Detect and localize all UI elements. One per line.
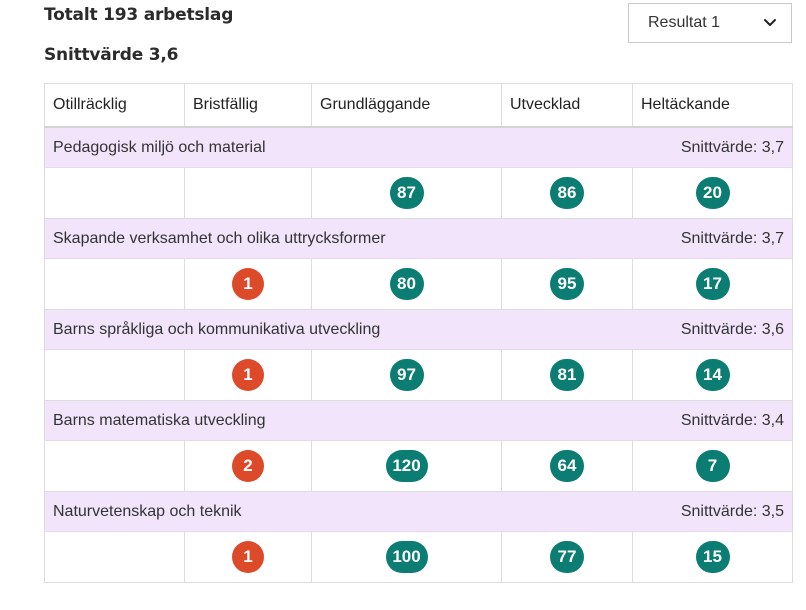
- average-heading: Snittvärde 3,6: [44, 45, 179, 65]
- count-badge: 1: [232, 359, 264, 391]
- area-average: Snittvärde: 3,7: [680, 138, 784, 156]
- count-badge: 77: [550, 541, 584, 573]
- count-cell: 2: [184, 440, 312, 492]
- count-cell: [44, 258, 185, 310]
- area-average: Snittvärde: 3,7: [680, 229, 784, 247]
- count-cell: 81: [501, 349, 633, 401]
- area-row: Barns språkliga och kommunikativa utveck…: [44, 309, 793, 350]
- area-row: Naturvetenskap och teknik Snittvärde: 3,5: [44, 491, 793, 532]
- count-badge: 95: [550, 268, 584, 300]
- area-row: Skapande verksamhet och olika uttrycksfo…: [44, 218, 793, 259]
- area-cell: Pedagogisk miljö och material Snittvärde:…: [44, 127, 793, 168]
- count-cell: 1: [184, 349, 312, 401]
- count-cell: 20: [632, 167, 793, 219]
- count-cell: 87: [311, 167, 502, 219]
- count-badge: 120: [385, 450, 428, 482]
- count-badge: 20: [695, 177, 730, 209]
- column-header-heltackande: Heltäckande: [632, 83, 793, 128]
- value-row: 1 80 95 17: [44, 258, 793, 310]
- area-average: Snittvärde: 3,4: [680, 411, 784, 429]
- count-cell: 86: [501, 167, 633, 219]
- count-cell: 97: [311, 349, 502, 401]
- count-cell: 7: [632, 440, 793, 492]
- total-teams-heading: Totalt 193 arbetslag: [44, 5, 234, 25]
- count-cell: 14: [632, 349, 793, 401]
- count-badge: 2: [232, 450, 264, 482]
- count-cell: 80: [311, 258, 502, 310]
- area-cell: Barns språkliga och kommunikativa utveck…: [44, 309, 793, 350]
- count-badge: 7: [695, 450, 730, 482]
- count-cell: [44, 167, 185, 219]
- area-name: Pedagogisk miljö och material: [53, 138, 266, 156]
- count-badge: 100: [385, 541, 428, 573]
- column-header-grundlaggande: Grundläggande: [311, 83, 502, 128]
- count-cell: 100: [311, 531, 502, 583]
- area-row: Barns matematiska utveckling Snittvärde: …: [44, 400, 793, 441]
- count-cell: [44, 349, 185, 401]
- count-cell: 77: [501, 531, 633, 583]
- result-select-value: Resultat 1: [648, 14, 721, 31]
- count-cell: 15: [632, 531, 793, 583]
- column-header-otillracklig: Otillräcklig: [44, 83, 185, 128]
- count-badge: 1: [232, 541, 264, 573]
- column-header-bristfallig: Bristfällig: [184, 83, 312, 128]
- count-badge: 17: [695, 268, 730, 300]
- area-name: Barns språkliga och kommunikativa utveck…: [53, 320, 381, 338]
- count-cell: 1: [184, 258, 312, 310]
- count-cell: 120: [311, 440, 502, 492]
- value-row: 1 97 81 14: [44, 349, 793, 401]
- area-cell: Naturvetenskap och teknik Snittvärde: 3,5: [44, 491, 793, 532]
- count-badge: 87: [389, 177, 424, 209]
- area-average: Snittvärde: 3,6: [680, 320, 784, 338]
- value-row: 1 100 77 15: [44, 531, 793, 583]
- count-cell: 17: [632, 258, 793, 310]
- count-cell: 64: [501, 440, 633, 492]
- header-row: Otillräcklig Bristfällig Grundläggande U…: [44, 83, 793, 128]
- count-badge: 97: [389, 359, 424, 391]
- count-badge: 14: [695, 359, 730, 391]
- count-badge: 81: [550, 359, 584, 391]
- chevron-down-icon: [764, 19, 776, 26]
- count-cell: 95: [501, 258, 633, 310]
- count-cell: [44, 440, 185, 492]
- count-badge: 15: [695, 541, 730, 573]
- area-name: Barns matematiska utveckling: [53, 411, 266, 429]
- area-name: Naturvetenskap och teknik: [53, 502, 242, 520]
- count-badge: 1: [232, 268, 264, 300]
- area-average: Snittvärde: 3,5: [680, 502, 784, 520]
- result-select[interactable]: Resultat 1: [628, 3, 792, 43]
- count-cell: 1: [184, 531, 312, 583]
- area-cell: Skapande verksamhet och olika uttrycksfo…: [44, 218, 793, 259]
- value-row: 2 120 64 7: [44, 440, 793, 492]
- column-header-utvecklad: Utvecklad: [501, 83, 633, 128]
- results-table: Otillräcklig Bristfällig Grundläggande U…: [44, 83, 793, 583]
- count-cell: [184, 167, 312, 219]
- value-row: 87 86 20: [44, 167, 793, 219]
- count-cell: [44, 531, 185, 583]
- area-name: Skapande verksamhet och olika uttrycksfo…: [53, 229, 386, 247]
- area-cell: Barns matematiska utveckling Snittvärde: …: [44, 400, 793, 441]
- count-badge: 86: [550, 177, 584, 209]
- count-badge: 80: [389, 268, 424, 300]
- area-row: Pedagogisk miljö och material Snittvärde:…: [44, 127, 793, 168]
- count-badge: 64: [550, 450, 584, 482]
